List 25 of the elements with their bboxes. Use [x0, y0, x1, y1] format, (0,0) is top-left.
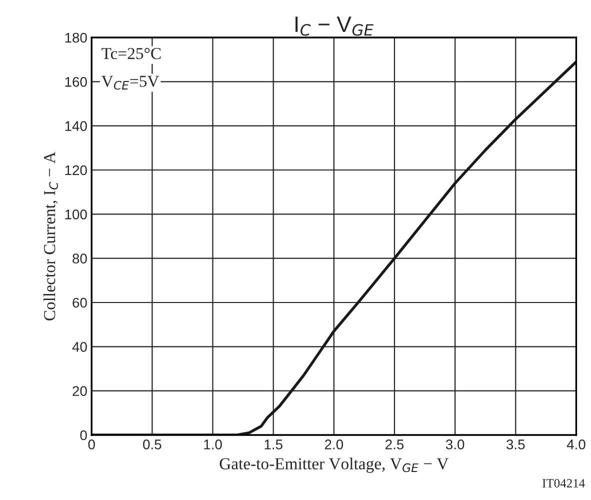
y-tick-label: 140	[65, 121, 87, 132]
annotation: Tc=25°C	[102, 48, 161, 60]
chart-title: I$_{C}$ − V$_{GE}$	[296, 16, 374, 36]
y-tick-label: 100	[65, 210, 87, 220]
y-tick-label: 180	[65, 32, 87, 43]
y-tick-label: 40	[72, 342, 87, 352]
annotation: V$_{CE}$=5V	[101, 76, 160, 90]
x-tick-label: 2.5	[386, 440, 404, 450]
x-tick-label: 4.0	[566, 440, 586, 450]
y-axis-title: Collector Current, I$_{C}$ − A	[43, 152, 58, 320]
y-tick-label: 60	[72, 298, 87, 308]
x-tick-label: 1.5	[264, 440, 282, 450]
x-tick-label: 0.5	[143, 440, 162, 450]
x-tick-label: 0	[88, 440, 95, 450]
y-tick-label: 20	[72, 386, 87, 396]
x-tick-label: 2.0	[324, 440, 344, 450]
y-tick-label: 0	[80, 430, 87, 440]
x-tick-label: 1.0	[204, 440, 222, 450]
x-tick-label: 3.5	[506, 440, 525, 450]
y-tick-label: 120	[65, 165, 87, 176]
y-tick-label: 80	[72, 254, 87, 264]
y-tick-label: 160	[65, 77, 87, 87]
x-tick-label: 3.0	[446, 440, 464, 450]
x-axis-title: Gate-to-Emitter Voltage, V$_{GE}$ − V	[220, 458, 448, 473]
text: IT04214	[542, 479, 585, 488]
